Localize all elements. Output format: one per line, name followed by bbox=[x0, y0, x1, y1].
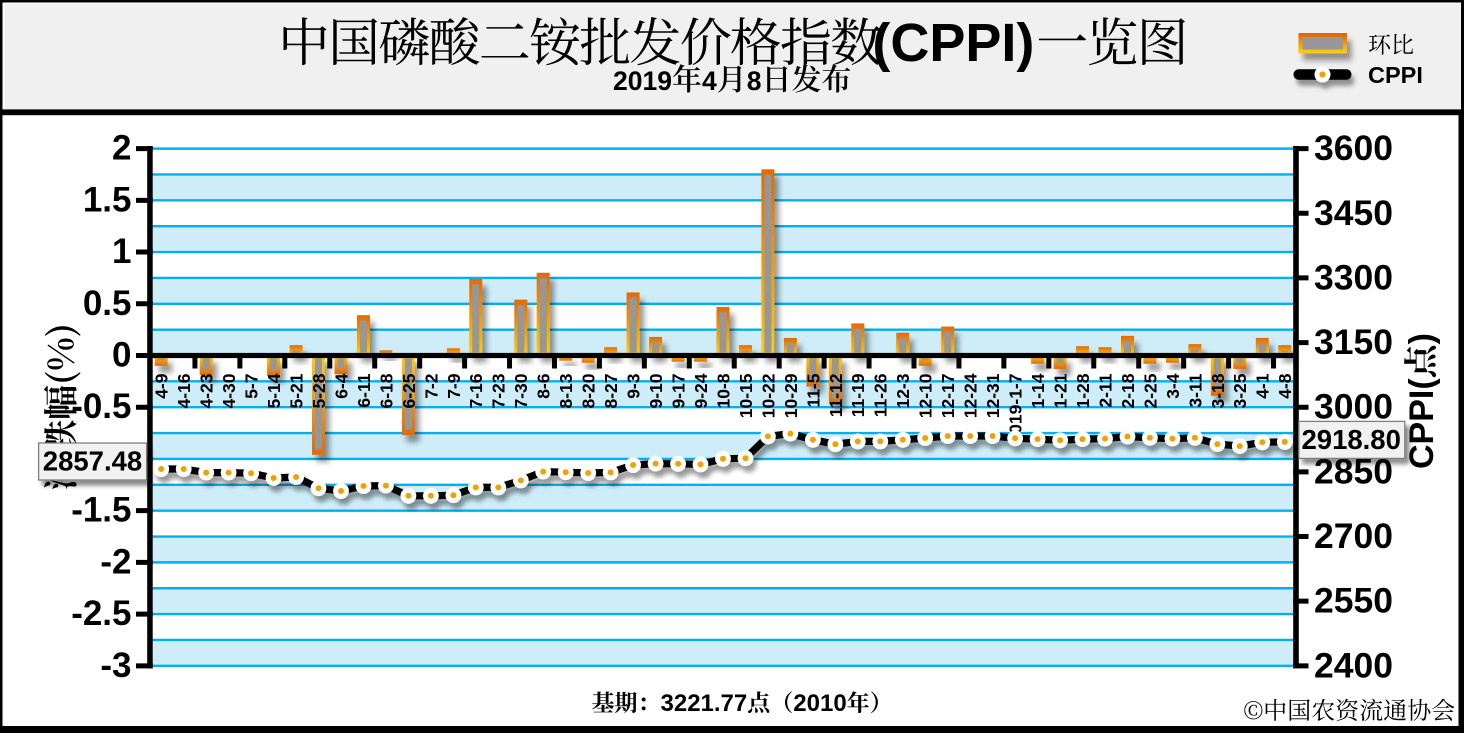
svg-text:1: 1 bbox=[112, 232, 131, 271]
svg-text:6-4: 6-4 bbox=[331, 373, 351, 399]
svg-text:4-9: 4-9 bbox=[152, 373, 172, 399]
svg-text:12-10: 12-10 bbox=[916, 373, 936, 418]
svg-text:10-29: 10-29 bbox=[781, 373, 801, 418]
svg-text:10-8: 10-8 bbox=[713, 373, 733, 408]
svg-text:0.5: 0.5 bbox=[83, 284, 132, 323]
svg-text:CPPI: CPPI bbox=[1368, 62, 1423, 88]
svg-text:-3: -3 bbox=[100, 646, 131, 685]
svg-text:2-25: 2-25 bbox=[1140, 373, 1160, 408]
svg-text:1-14: 1-14 bbox=[1028, 373, 1048, 408]
svg-text:-2.5: -2.5 bbox=[71, 594, 131, 633]
svg-text:2010: 2010 bbox=[793, 690, 846, 717]
svg-text:6-25: 6-25 bbox=[399, 373, 419, 408]
svg-text:1-28: 1-28 bbox=[1073, 373, 1093, 408]
svg-text:7-2: 7-2 bbox=[421, 373, 441, 399]
svg-text:2550: 2550 bbox=[1314, 581, 1393, 621]
svg-text:8-13: 8-13 bbox=[556, 373, 576, 408]
svg-text:-1.5: -1.5 bbox=[71, 491, 131, 530]
svg-text:4: 4 bbox=[702, 66, 717, 96]
svg-text:3221.77: 3221.77 bbox=[661, 690, 748, 717]
svg-text:9-3: 9-3 bbox=[624, 373, 644, 399]
svg-text:11-12: 11-12 bbox=[826, 373, 846, 417]
svg-text:9-24: 9-24 bbox=[691, 373, 711, 408]
svg-text:7-16: 7-16 bbox=[466, 373, 486, 408]
svg-text:-0.5: -0.5 bbox=[71, 387, 131, 426]
svg-text:4-30: 4-30 bbox=[219, 373, 239, 408]
svg-text:(CPPI): (CPPI) bbox=[872, 13, 1034, 73]
svg-text:3150: 3150 bbox=[1314, 322, 1393, 362]
svg-text:12-24: 12-24 bbox=[961, 373, 981, 418]
svg-text:4-8: 4-8 bbox=[1275, 373, 1295, 399]
svg-text:2400: 2400 bbox=[1314, 645, 1393, 685]
svg-text:12-17: 12-17 bbox=[938, 374, 958, 419]
svg-text:1-21: 1-21 bbox=[1051, 373, 1071, 408]
svg-text:8-20: 8-20 bbox=[579, 373, 599, 408]
svg-text:11-26: 11-26 bbox=[871, 373, 891, 417]
svg-text:5-14: 5-14 bbox=[264, 373, 284, 408]
svg-text:6-18: 6-18 bbox=[376, 373, 396, 408]
svg-text:4-1: 4-1 bbox=[1253, 373, 1273, 399]
svg-text:6-11: 6-11 bbox=[354, 373, 374, 407]
svg-text:3600: 3600 bbox=[1314, 128, 1393, 168]
svg-text:-2: -2 bbox=[100, 542, 131, 581]
svg-text:8-27: 8-27 bbox=[601, 374, 621, 409]
svg-text:2918.80: 2918.80 bbox=[1301, 424, 1400, 455]
svg-text:3-11: 3-11 bbox=[1185, 373, 1205, 407]
svg-text:11-19: 11-19 bbox=[848, 373, 868, 417]
svg-text:10-15: 10-15 bbox=[736, 373, 756, 418]
svg-text:4-16: 4-16 bbox=[174, 373, 194, 408]
svg-text:7-30: 7-30 bbox=[511, 373, 531, 408]
svg-text:1.5: 1.5 bbox=[83, 180, 132, 219]
svg-text:8-6: 8-6 bbox=[534, 373, 554, 399]
svg-text:9-10: 9-10 bbox=[646, 373, 666, 408]
svg-text:2-18: 2-18 bbox=[1118, 373, 1138, 408]
svg-text:7-9: 7-9 bbox=[444, 373, 464, 399]
svg-text:12-3: 12-3 bbox=[893, 373, 913, 408]
svg-text:3-18: 3-18 bbox=[1208, 373, 1228, 408]
svg-text:2700: 2700 bbox=[1314, 516, 1393, 556]
svg-text:5-7: 5-7 bbox=[242, 374, 262, 399]
svg-text:3-25: 3-25 bbox=[1230, 373, 1250, 408]
svg-text:2857.48: 2857.48 bbox=[43, 446, 142, 477]
svg-text:3450: 3450 bbox=[1314, 193, 1393, 233]
svg-text:2-11: 2-11 bbox=[1095, 373, 1115, 407]
svg-text:9-17: 9-17 bbox=[669, 374, 689, 409]
svg-text:): ) bbox=[1403, 333, 1441, 344]
svg-text:3-4: 3-4 bbox=[1163, 373, 1183, 399]
svg-text:CPPI(: CPPI( bbox=[1403, 378, 1441, 469]
svg-text:0: 0 bbox=[112, 336, 131, 375]
svg-text:2019: 2019 bbox=[613, 66, 672, 96]
svg-text:3000: 3000 bbox=[1314, 387, 1393, 427]
svg-text:10-22: 10-22 bbox=[758, 373, 778, 418]
svg-text:5-28: 5-28 bbox=[309, 373, 329, 408]
svg-text:12-31: 12-31 bbox=[983, 373, 1003, 418]
svg-text:7-23: 7-23 bbox=[489, 373, 509, 408]
svg-text:5-21: 5-21 bbox=[287, 373, 307, 408]
svg-text:3300: 3300 bbox=[1314, 257, 1393, 297]
svg-text:4-23: 4-23 bbox=[197, 373, 217, 408]
svg-text:11-5: 11-5 bbox=[803, 373, 823, 407]
svg-text:2: 2 bbox=[112, 129, 131, 168]
svg-text:8: 8 bbox=[747, 66, 762, 96]
